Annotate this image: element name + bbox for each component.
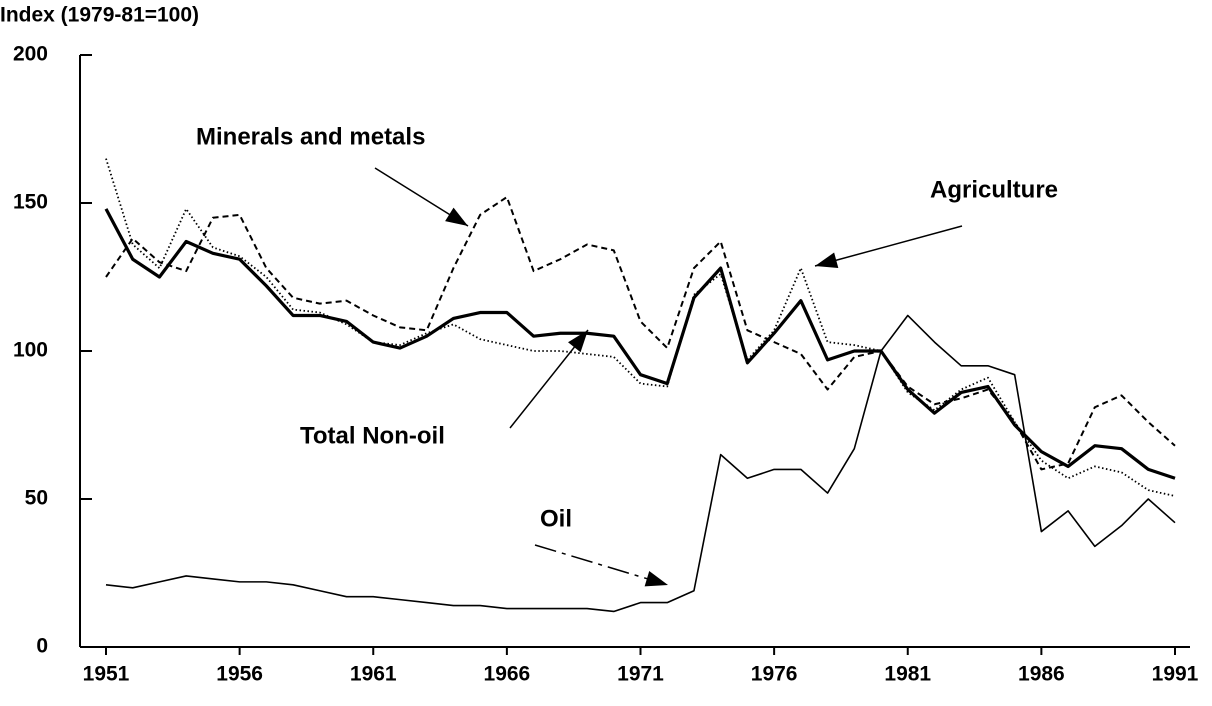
y-tick-label: 150: [13, 191, 48, 214]
x-tick-label: 1976: [751, 663, 798, 686]
arrow-head: [815, 252, 839, 268]
x-tick-label: 1951: [83, 663, 130, 686]
x-tick-label: 1971: [617, 663, 664, 686]
y-tick-label: 0: [36, 635, 48, 658]
arrow-head: [644, 571, 668, 587]
x-tick-label: 1986: [1018, 663, 1065, 686]
series-line: [104, 208, 1176, 480]
x-tick-label: 1981: [884, 663, 931, 686]
y-axis-label: Index (1979-81=100): [0, 4, 199, 27]
annotation-arrow: [814, 225, 963, 267]
arrow-head: [445, 207, 468, 226]
series-annotation: Agriculture: [930, 176, 1058, 203]
x-tick-label: 1966: [484, 663, 531, 686]
x-tick-label: 1991: [1152, 663, 1199, 686]
y-tick-label: 100: [13, 339, 48, 362]
series-line: [105, 158, 1176, 497]
x-tick-label: 1956: [216, 663, 263, 686]
series-annotation: Total Non-oil: [300, 422, 445, 449]
x-tick-label: 1961: [350, 663, 397, 686]
series-line: [105, 314, 1176, 613]
series-annotation: Oil: [540, 505, 572, 532]
series-line: [105, 196, 1176, 471]
arrow-head: [568, 330, 588, 353]
y-tick-label: 200: [13, 43, 48, 66]
series-annotation: Minerals and metals: [196, 123, 425, 150]
y-tick-label: 50: [25, 487, 48, 510]
annotation-arrow: [534, 544, 669, 586]
